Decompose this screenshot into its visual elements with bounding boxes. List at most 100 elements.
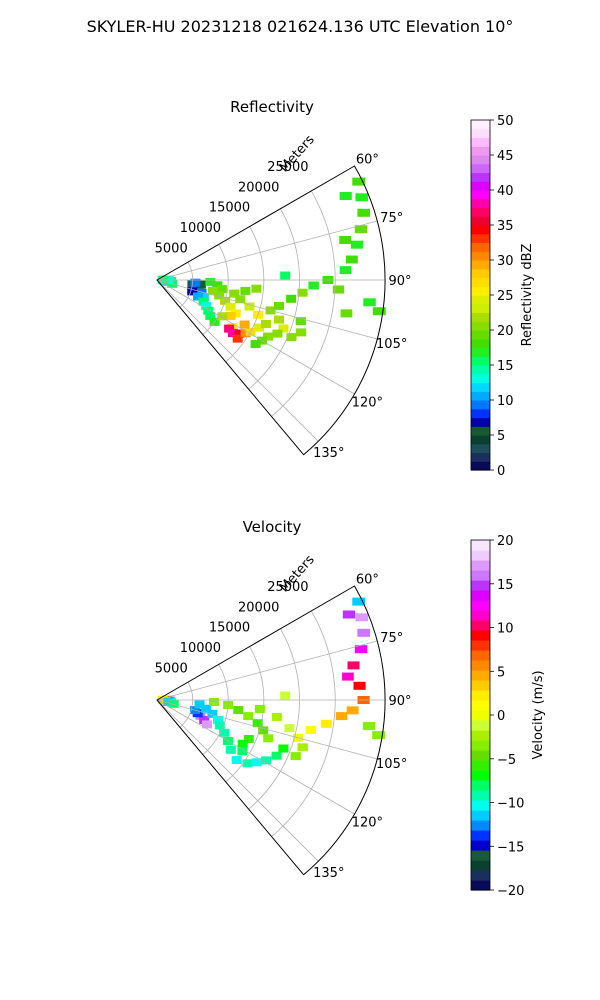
azimuth-gridline <box>156 220 378 281</box>
colorbar-segment <box>471 172 490 182</box>
azimuth-tick-label: 120° <box>352 816 383 831</box>
radar-cell <box>305 725 317 734</box>
radar-cell <box>240 286 251 295</box>
range-tick-label: 15000 <box>209 201 250 216</box>
radar-cell <box>272 329 283 338</box>
colorbar-segment <box>471 426 490 436</box>
azimuth-tick-label: 60° <box>356 153 379 168</box>
radar-cell <box>251 284 262 293</box>
radar-cell <box>353 681 366 690</box>
radar-cell <box>254 323 264 332</box>
colorbar-tick-label: 30 <box>497 254 514 269</box>
colorbar-segment <box>471 225 490 235</box>
range-tick-label: 20000 <box>238 180 279 195</box>
colorbar-segment <box>471 590 490 601</box>
radar-cell <box>217 312 228 321</box>
colorbar-segment <box>471 560 490 571</box>
colorbar-segment <box>471 163 490 174</box>
colorbar-segment <box>471 120 490 130</box>
radar-cell <box>252 719 263 728</box>
colorbar-tick-label: 35 <box>497 219 514 234</box>
colorbar-segment <box>471 137 490 147</box>
range-tick-label: 15000 <box>209 621 250 636</box>
colorbar-segment <box>471 251 490 261</box>
colorbar-segment <box>471 128 490 139</box>
radar-cell <box>342 610 356 619</box>
radar-cell <box>187 287 198 296</box>
reflectivity-ppi: 60° 75° 90° 105° 120° 135° 5000 10000 15000 20000… <box>155 132 412 461</box>
colorbar-tick-label: 20 <box>497 324 514 339</box>
colorbar-segment <box>471 650 490 661</box>
radar-cell <box>342 672 354 681</box>
radar-cell <box>199 716 210 724</box>
colorbar-segment <box>471 740 490 751</box>
colorbar-segment <box>471 780 490 791</box>
radar-cell <box>213 715 223 724</box>
radar-cell <box>233 706 244 714</box>
radar-cell <box>230 309 241 318</box>
radar-cell <box>237 739 248 748</box>
colorbar-segment <box>471 260 490 270</box>
radar-cell <box>286 294 297 303</box>
colorbar-segment <box>471 461 490 471</box>
sector-outline <box>156 585 386 876</box>
colorbar-segment <box>471 242 490 252</box>
radar-cell <box>225 302 236 311</box>
range-ring <box>202 664 229 755</box>
radar-cell <box>251 758 262 767</box>
radar-cell <box>250 340 261 348</box>
radar-cell <box>347 661 360 670</box>
colorbar-tick-label: 0 <box>497 709 505 724</box>
colorbar-tick-label: 5 <box>497 429 505 444</box>
azimuth-gridline <box>156 279 319 442</box>
radar-cell <box>280 691 291 700</box>
azimuth-gridline <box>156 279 355 395</box>
azimuth-tick-label: 135° <box>313 446 344 461</box>
colorbar-tick-label: 5 <box>497 665 505 680</box>
colorbar-segment <box>471 443 490 454</box>
azimuth-gridline <box>156 699 319 862</box>
colorbar-segment <box>471 391 490 401</box>
range-ring <box>248 208 300 390</box>
colorbar-segment <box>471 690 490 701</box>
radar-cell <box>232 334 243 343</box>
colorbar-segment <box>471 550 490 561</box>
colorbar-segment <box>471 190 490 200</box>
radar-cell <box>229 289 240 298</box>
radar-cell <box>263 734 274 743</box>
colorbar-segment <box>471 312 490 322</box>
radar-cell <box>231 756 242 764</box>
colorbar-segment <box>471 710 490 721</box>
colorbar-tick-label: 10 <box>497 622 514 637</box>
radar-cell <box>225 745 236 754</box>
colorbar-tick-label: 40 <box>497 184 514 199</box>
colorbar-segment <box>471 630 490 641</box>
colorbar-segment <box>471 870 490 881</box>
range-tick-label: 25000 <box>267 580 308 595</box>
radar-cell <box>362 722 376 730</box>
velocity-colorbar-label: Velocity (m/s) <box>531 670 546 759</box>
velocity-panel: Velocity 60° 75° 90° 105° 120° 135° 5000 10000 1… <box>155 518 546 899</box>
radar-cell <box>308 281 319 290</box>
colorbar-tick-label: −15 <box>497 840 524 855</box>
colorbar-segment <box>471 146 490 156</box>
radar-cell <box>284 724 295 733</box>
radar-cell <box>350 240 363 249</box>
radar-cell <box>201 302 212 311</box>
radar-cell <box>195 280 206 289</box>
colorbar-segment <box>471 216 490 226</box>
range-ring <box>225 226 265 363</box>
colorbar-segment <box>471 790 490 801</box>
radar-cell <box>290 752 301 761</box>
radar-cell <box>263 332 274 341</box>
range-ring <box>271 610 336 837</box>
radar-cell <box>297 743 308 752</box>
colorbar-segment <box>471 820 490 831</box>
colorbar-tick-label: −5 <box>497 753 516 768</box>
colorbar-tick-label: 10 <box>497 394 514 409</box>
radar-cell <box>198 297 209 306</box>
radar-cell <box>339 192 352 200</box>
radar-cell <box>339 266 352 275</box>
radar-cell <box>261 756 272 765</box>
